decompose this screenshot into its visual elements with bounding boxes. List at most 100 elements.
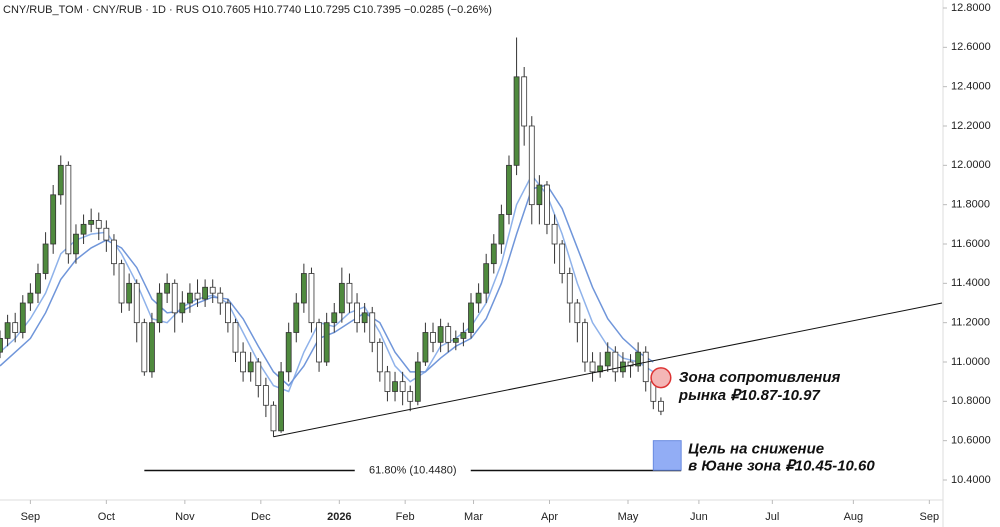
y-tick-label: 11.8000 [951,199,990,211]
candle-body [149,322,155,373]
candle-body [164,282,171,294]
candle-body [658,400,664,412]
candle-body [95,219,102,229]
trend-line [273,302,943,438]
candle-body [437,326,444,343]
candle-body [627,361,634,367]
x-tick-label: May [618,511,639,523]
candle-body [544,184,550,225]
candle-body [460,332,467,339]
candle-body [232,322,239,353]
candle-body [262,385,269,406]
candle-body [27,292,34,304]
candle-body [635,351,642,367]
y-tick-label: 12.2000 [951,120,991,132]
candle-body [255,361,262,387]
candle-body [338,282,345,314]
candle-body [88,219,95,225]
x-tick-label: Oct [98,511,115,523]
y-tick-label: 10.4000 [951,474,991,486]
candle-body [316,322,322,363]
candle-body [536,184,543,206]
candle-body [354,302,360,324]
candle-body [422,332,429,363]
fib-label-bg [354,463,471,478]
candle-body [270,404,277,432]
candle-body [430,332,436,343]
candle-body [42,243,49,274]
candle-body [574,302,581,324]
y-tick-label: 12.6000 [951,41,991,53]
candle-body [118,263,125,304]
candle-body [225,302,231,324]
annotation: Зона сопротивления [679,369,841,386]
annotation: в Юане зона ₽10.45-10.60 [688,458,875,475]
candle-body [361,312,368,324]
target-zone [652,440,682,471]
candle-body [0,337,3,353]
candle-body [133,282,140,324]
annotation: рынка ₽10.87-10.97 [678,387,821,404]
candle-body [513,76,520,166]
candle-body [376,341,383,373]
candle-body [187,292,193,304]
candle-body [194,292,201,300]
x-tick-label: Mar [464,511,483,523]
candle-body [490,243,497,265]
x-tick-label: 2026 [327,511,351,523]
candle-body [498,214,505,245]
x-tick-label: Jun [690,511,708,523]
candle-body [407,391,414,402]
annotation: Цель на снижение [688,441,824,458]
candle-body [483,263,490,294]
chart-title: CNY/RUB_TOM · CNY/RUB · 1D · RUS O10.760… [3,4,492,16]
candle-body [384,371,391,392]
candle-body [57,164,64,196]
candle-body [278,371,284,432]
candle-body [156,292,163,324]
candle-body [551,223,558,245]
y-tick-label: 12.8000 [951,2,991,14]
candle-body [300,273,307,304]
fib-label: 61.80% (10.4480) [369,464,456,476]
candle-body [506,164,512,215]
candle-body [4,322,11,339]
candle-body [475,292,482,304]
candle-body [103,227,110,241]
y-tick-label: 12.4000 [951,81,991,93]
candle-body [80,223,87,235]
candle-body [179,302,186,314]
candle-body [528,125,535,206]
x-tick-label: Aug [844,511,864,523]
y-tick-label: 10.8000 [951,395,991,407]
candle-body [12,322,19,333]
candle-body [392,381,398,392]
candle-body [111,239,117,265]
candle-body [589,361,596,373]
x-tick-label: Nov [175,511,195,523]
x-tick-label: Dec [251,511,271,523]
candle-body [308,273,315,324]
candle-body [240,351,246,373]
candle-body [612,351,619,373]
candle-body [399,381,406,392]
candle-body [50,194,57,245]
candle-body [73,233,79,255]
candle-body [468,302,474,333]
candle-body [65,164,72,255]
candle-body [642,351,649,383]
candle-body [217,292,224,304]
candle-body [604,351,611,367]
candle-body [566,273,573,304]
candle-body [331,312,338,324]
candle-body [559,243,566,274]
candle-body [126,282,133,304]
candle-body [369,312,376,343]
candle-body [452,337,459,343]
y-tick-label: 11.6000 [951,238,990,250]
candle-body [247,361,254,373]
x-tick-label: Feb [396,511,415,523]
candle-body [35,273,41,294]
x-tick-label: Jul [765,511,779,523]
x-tick-label: Sep [21,511,41,523]
